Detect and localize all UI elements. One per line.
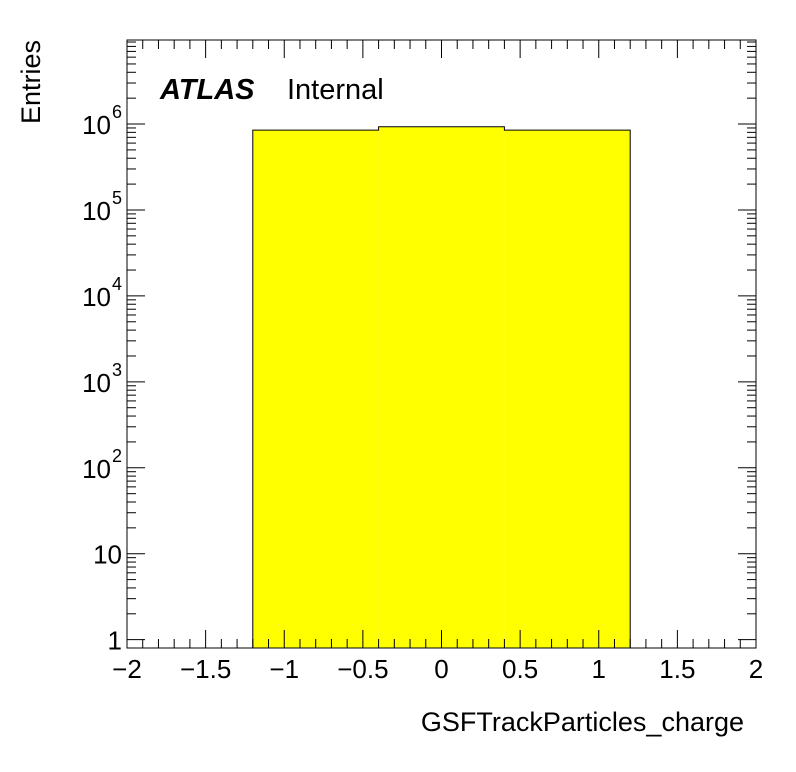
histogram-bar — [378, 126, 505, 649]
y-tick-exponent: 6 — [112, 102, 122, 122]
y-tick-label: 10 — [82, 454, 111, 484]
y-tick-exponent: 2 — [112, 446, 122, 466]
x-tick-label: −1 — [269, 654, 299, 684]
x-tick-label: 1 — [592, 654, 606, 684]
internal-label: Internal — [287, 74, 384, 106]
x-tick-labels: −2 −1.5 −1 −0.5 0 0.5 1 1.5 2 — [112, 654, 763, 684]
y-tick-label: 10 — [82, 368, 111, 398]
x-tick-label: 1.5 — [659, 654, 695, 684]
x-axis-title: GSFTrackParticles_charge — [421, 707, 744, 737]
histogram-bar — [504, 130, 631, 649]
y-tick-label: 10 — [93, 540, 122, 570]
y-tick-label: 10 — [82, 282, 111, 312]
y-axis-title: Entries — [16, 40, 46, 124]
axis-ticks — [126, 40, 757, 648]
x-tick-label: −0.5 — [337, 654, 388, 684]
plot-frame — [126, 39, 757, 649]
y-tick-exponent: 3 — [112, 360, 122, 380]
y-tick-label: 1 — [108, 626, 122, 656]
y-tick-exponent: 5 — [112, 188, 122, 208]
x-tick-label: −1.5 — [180, 654, 231, 684]
atlas-label: ATLAS — [159, 74, 255, 106]
y-tick-label: 10 — [82, 196, 111, 226]
y-tick-label: 10 — [82, 110, 111, 140]
histogram-bar — [252, 130, 379, 649]
x-tick-label: 0.5 — [502, 654, 538, 684]
x-tick-label: 0 — [434, 654, 448, 684]
x-tick-label: 2 — [749, 654, 763, 684]
histogram-bars — [252, 126, 631, 649]
x-tick-label: −2 — [112, 654, 142, 684]
histogram-outline — [252, 126, 631, 648]
y-tick-exponent: 4 — [112, 274, 122, 294]
